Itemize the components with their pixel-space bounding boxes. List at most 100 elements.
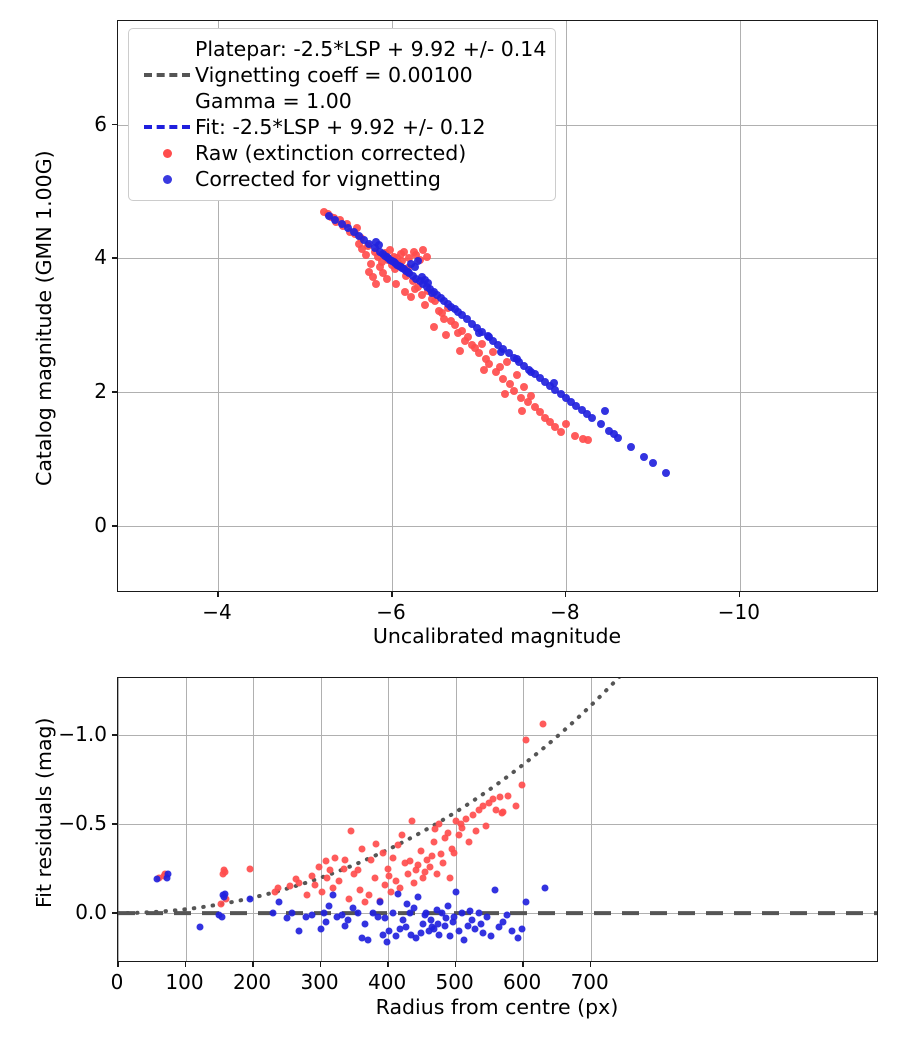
x-tick-label: 700 bbox=[570, 970, 609, 994]
legend-entry: Corrected for vignetting bbox=[139, 166, 545, 192]
data-point bbox=[412, 866, 420, 874]
y-tick-label: 0 bbox=[94, 513, 107, 538]
x-tick-mark bbox=[589, 962, 592, 967]
data-point bbox=[483, 913, 491, 921]
data-point bbox=[438, 309, 447, 318]
data-point bbox=[579, 435, 588, 444]
data-point bbox=[487, 932, 495, 940]
data-point bbox=[421, 911, 429, 919]
data-point bbox=[440, 314, 449, 323]
data-point bbox=[475, 806, 483, 814]
data-point bbox=[471, 344, 480, 353]
x-tick-mark bbox=[217, 592, 219, 597]
data-point bbox=[337, 219, 346, 228]
data-point bbox=[455, 831, 463, 839]
data-point bbox=[541, 884, 549, 892]
data-point bbox=[372, 840, 380, 848]
y-tick-label: 2 bbox=[94, 379, 107, 404]
data-point bbox=[504, 792, 512, 800]
data-point bbox=[405, 254, 414, 263]
data-point bbox=[465, 838, 473, 846]
data-point bbox=[349, 904, 357, 912]
gridline-vertical bbox=[523, 678, 525, 961]
data-point bbox=[431, 825, 439, 833]
data-point bbox=[370, 243, 379, 252]
data-point bbox=[527, 391, 536, 400]
gridline-vertical bbox=[565, 21, 567, 591]
data-point bbox=[661, 468, 670, 477]
legend-entry: Platepar: -2.5*LSP + 9.92 +/- 0.14 bbox=[139, 36, 546, 62]
data-point bbox=[271, 888, 279, 896]
x-tick-mark bbox=[564, 592, 567, 597]
data-point bbox=[361, 920, 369, 928]
data-point bbox=[424, 278, 433, 287]
data-point bbox=[485, 799, 493, 807]
data-point bbox=[354, 866, 362, 874]
data-point bbox=[221, 868, 229, 876]
data-point bbox=[448, 845, 456, 853]
y-tick-mark bbox=[112, 912, 117, 914]
dash-line-icon bbox=[144, 73, 190, 77]
data-point bbox=[541, 413, 550, 422]
data-point bbox=[468, 916, 476, 924]
data-point bbox=[311, 881, 319, 889]
data-point bbox=[509, 386, 518, 395]
data-point bbox=[488, 348, 497, 357]
legend-handle bbox=[139, 62, 195, 88]
data-point bbox=[412, 934, 420, 942]
data-point bbox=[499, 374, 508, 383]
data-point bbox=[577, 405, 586, 414]
data-point bbox=[551, 423, 560, 432]
data-point bbox=[401, 287, 409, 296]
data-point bbox=[450, 849, 458, 857]
data-point bbox=[430, 925, 438, 933]
data-point bbox=[627, 443, 636, 452]
data-point bbox=[340, 865, 348, 873]
data-point bbox=[349, 227, 358, 236]
data-point bbox=[406, 909, 414, 917]
data-point bbox=[323, 874, 331, 881]
data-point bbox=[446, 874, 454, 881]
y-tick-mark bbox=[112, 525, 117, 527]
data-point bbox=[474, 349, 483, 358]
residual-lines bbox=[118, 678, 877, 916]
data-point bbox=[441, 922, 449, 930]
x-tick-label: 0 bbox=[110, 970, 124, 994]
data-point bbox=[508, 927, 516, 935]
data-point bbox=[389, 909, 397, 917]
data-point bbox=[220, 893, 228, 901]
data-point bbox=[385, 927, 393, 935]
gridline-vertical bbox=[590, 678, 592, 961]
x-tick-label: 400 bbox=[368, 970, 407, 994]
data-point bbox=[288, 909, 296, 917]
x-tick-mark bbox=[738, 592, 741, 597]
legend-label: Raw (extinction corrected) bbox=[195, 141, 467, 165]
fit-residuals-plotarea bbox=[118, 678, 877, 961]
data-point bbox=[399, 916, 407, 924]
x-tick-mark bbox=[184, 962, 187, 967]
data-point bbox=[406, 857, 414, 865]
data-point bbox=[435, 931, 443, 938]
data-point bbox=[394, 890, 402, 898]
data-point bbox=[274, 884, 282, 892]
data-point bbox=[474, 329, 483, 338]
y-tick-mark bbox=[112, 257, 117, 260]
data-point bbox=[384, 865, 392, 873]
data-point bbox=[427, 916, 435, 924]
data-point bbox=[596, 420, 605, 429]
data-point bbox=[494, 340, 503, 349]
gridline-vertical bbox=[118, 678, 119, 961]
data-point bbox=[407, 931, 415, 938]
data-point bbox=[196, 923, 204, 931]
data-point bbox=[457, 326, 466, 335]
data-point bbox=[466, 907, 474, 915]
gridline-vertical bbox=[218, 21, 220, 591]
data-point bbox=[392, 279, 401, 288]
data-point bbox=[344, 916, 352, 924]
y-tick-label: −0.5 bbox=[58, 811, 107, 836]
data-point bbox=[462, 815, 470, 823]
marker-dot-icon bbox=[162, 174, 172, 184]
x-tick-label: 300 bbox=[300, 970, 339, 994]
data-point bbox=[164, 870, 172, 878]
x-tick-mark bbox=[454, 962, 457, 967]
